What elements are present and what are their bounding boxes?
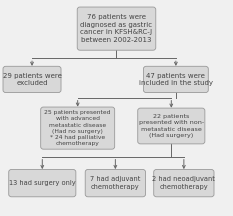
Text: 47 patients were
included in the study: 47 patients were included in the study (139, 73, 213, 86)
FancyBboxPatch shape (154, 170, 214, 197)
FancyBboxPatch shape (9, 170, 76, 197)
Text: 76 patients were
diagnosed as gastric
cancer in KFSH&RC-J
between 2002-2013: 76 patients were diagnosed as gastric ca… (80, 14, 153, 43)
FancyBboxPatch shape (77, 7, 156, 50)
Text: 2 had neoadjuvant
chemotherapy: 2 had neoadjuvant chemotherapy (152, 176, 215, 190)
FancyBboxPatch shape (41, 107, 115, 149)
Text: 25 patients presented
with advanced
metastatic disease
(Had no surgery)
* 24 had: 25 patients presented with advanced meta… (45, 110, 111, 146)
FancyBboxPatch shape (3, 66, 61, 92)
Text: 13 had surgery only: 13 had surgery only (9, 180, 75, 186)
Text: 22 patients
presented with non-
metastatic disease
(Had surgery): 22 patients presented with non- metastat… (139, 114, 204, 138)
FancyBboxPatch shape (144, 66, 208, 92)
FancyBboxPatch shape (85, 170, 145, 197)
Text: 7 had adjuvant
chemotherapy: 7 had adjuvant chemotherapy (90, 176, 140, 190)
FancyBboxPatch shape (138, 108, 205, 144)
Text: 29 patients were
excluded: 29 patients were excluded (3, 73, 62, 86)
